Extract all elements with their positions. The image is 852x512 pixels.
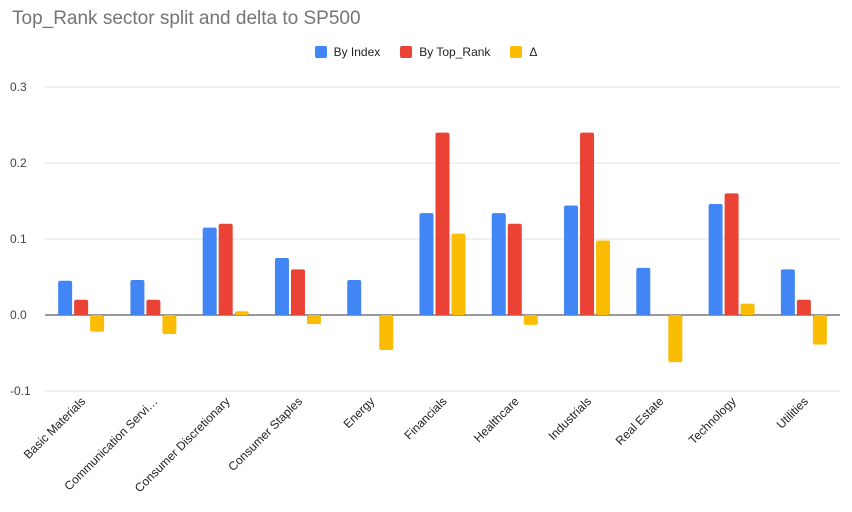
x-tick-label: Basic Materials <box>21 394 88 461</box>
bar-by-top-rank-6[interactable] <box>507 223 522 315</box>
bar-by-top-rank-5[interactable] <box>435 132 450 315</box>
legend-swatch-delta <box>510 46 523 58</box>
legend-label-delta: Δ <box>529 45 538 59</box>
legend-item-by-top-rank[interactable]: By Top_Rank <box>400 45 490 59</box>
bar--5[interactable] <box>451 233 466 315</box>
bar-by-top-rank-3[interactable] <box>290 269 305 315</box>
x-tick-label: Real Estate <box>613 394 667 448</box>
bar-by-index-3[interactable] <box>274 258 289 315</box>
bar-by-top-rank-1[interactable] <box>146 299 161 315</box>
bar--0[interactable] <box>90 315 105 332</box>
bar-by-top-rank-0[interactable] <box>74 299 89 315</box>
legend-label-by-index: By Index <box>333 45 381 59</box>
bar--9[interactable] <box>740 303 755 315</box>
x-tick-label: Healthcare <box>471 394 522 445</box>
y-tick-label: 0.0 <box>10 308 27 322</box>
legend: By Index By Top_Rank Δ <box>0 45 852 59</box>
y-tick-label: 0.3 <box>10 80 27 94</box>
legend-label-by-top-rank: By Top_Rank <box>419 45 491 59</box>
bar-by-index-9[interactable] <box>708 204 723 315</box>
x-tick-label: Consumer Staples <box>225 394 305 474</box>
chart-title: Top_Rank sector split and delta to SP500 <box>12 8 361 29</box>
bar-by-top-rank-10[interactable] <box>796 299 811 315</box>
bar-by-index-0[interactable] <box>58 280 73 315</box>
bar--3[interactable] <box>306 315 321 325</box>
bar-by-index-5[interactable] <box>419 213 434 315</box>
legend-item-by-index[interactable]: By Index <box>314 45 381 59</box>
bar-by-index-1[interactable] <box>130 280 145 315</box>
x-tick-label: Financials <box>402 394 450 442</box>
legend-swatch-by-top-rank <box>400 46 413 58</box>
bar-by-index-2[interactable] <box>202 227 217 315</box>
bar-by-index-4[interactable] <box>347 280 362 315</box>
legend-swatch-by-index <box>314 46 327 58</box>
bar-by-index-8[interactable] <box>636 267 651 315</box>
y-tick-label: 0.1 <box>10 232 27 246</box>
x-tick-label: Energy <box>341 394 378 431</box>
bar--1[interactable] <box>162 315 177 334</box>
y-tick-label: -0.1 <box>10 384 31 398</box>
x-tick-label: Technology <box>686 394 739 447</box>
bar--4[interactable] <box>379 315 394 350</box>
bar-by-index-6[interactable] <box>491 213 506 315</box>
x-tick-label: Industrials <box>546 394 595 443</box>
bar-by-top-rank-9[interactable] <box>724 193 739 315</box>
bar--8[interactable] <box>668 315 683 363</box>
bar--7[interactable] <box>596 240 611 315</box>
legend-item-delta[interactable]: Δ <box>510 45 537 59</box>
bar-by-index-10[interactable] <box>780 269 795 315</box>
bar--10[interactable] <box>812 315 827 345</box>
bar-by-index-7[interactable] <box>564 205 579 315</box>
y-tick-label: 0.2 <box>10 156 27 170</box>
bar-by-top-rank-2[interactable] <box>218 223 233 315</box>
x-tick-label: Utilities <box>774 394 811 431</box>
bar--6[interactable] <box>523 315 538 325</box>
bar--2[interactable] <box>234 311 249 315</box>
bar-by-top-rank-7[interactable] <box>580 132 595 315</box>
